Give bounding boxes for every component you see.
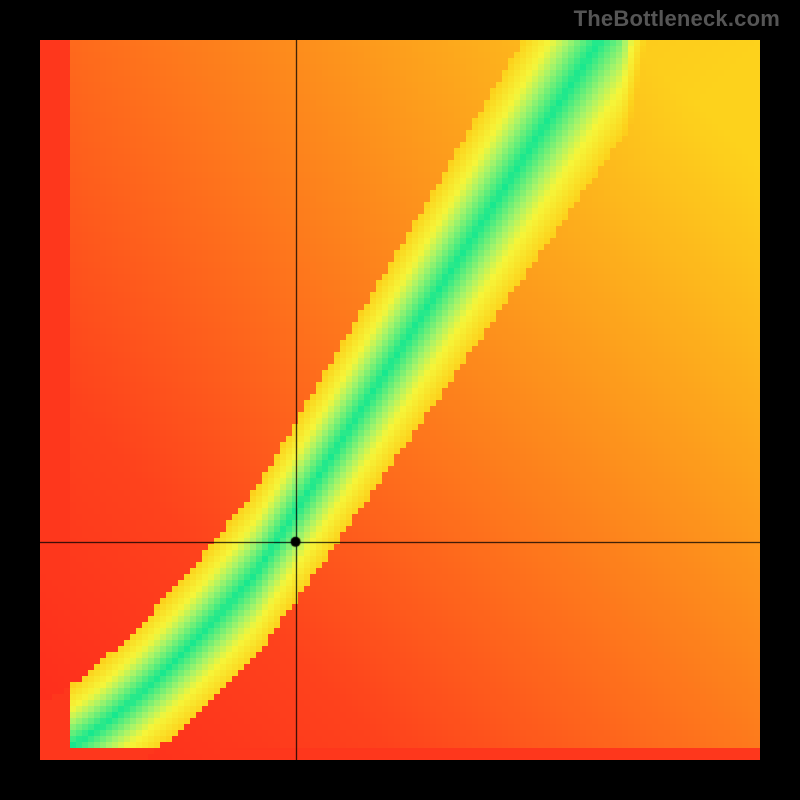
watermark-text: TheBottleneck.com xyxy=(574,6,780,32)
crosshair-overlay xyxy=(40,40,760,760)
chart-container: TheBottleneck.com xyxy=(0,0,800,800)
